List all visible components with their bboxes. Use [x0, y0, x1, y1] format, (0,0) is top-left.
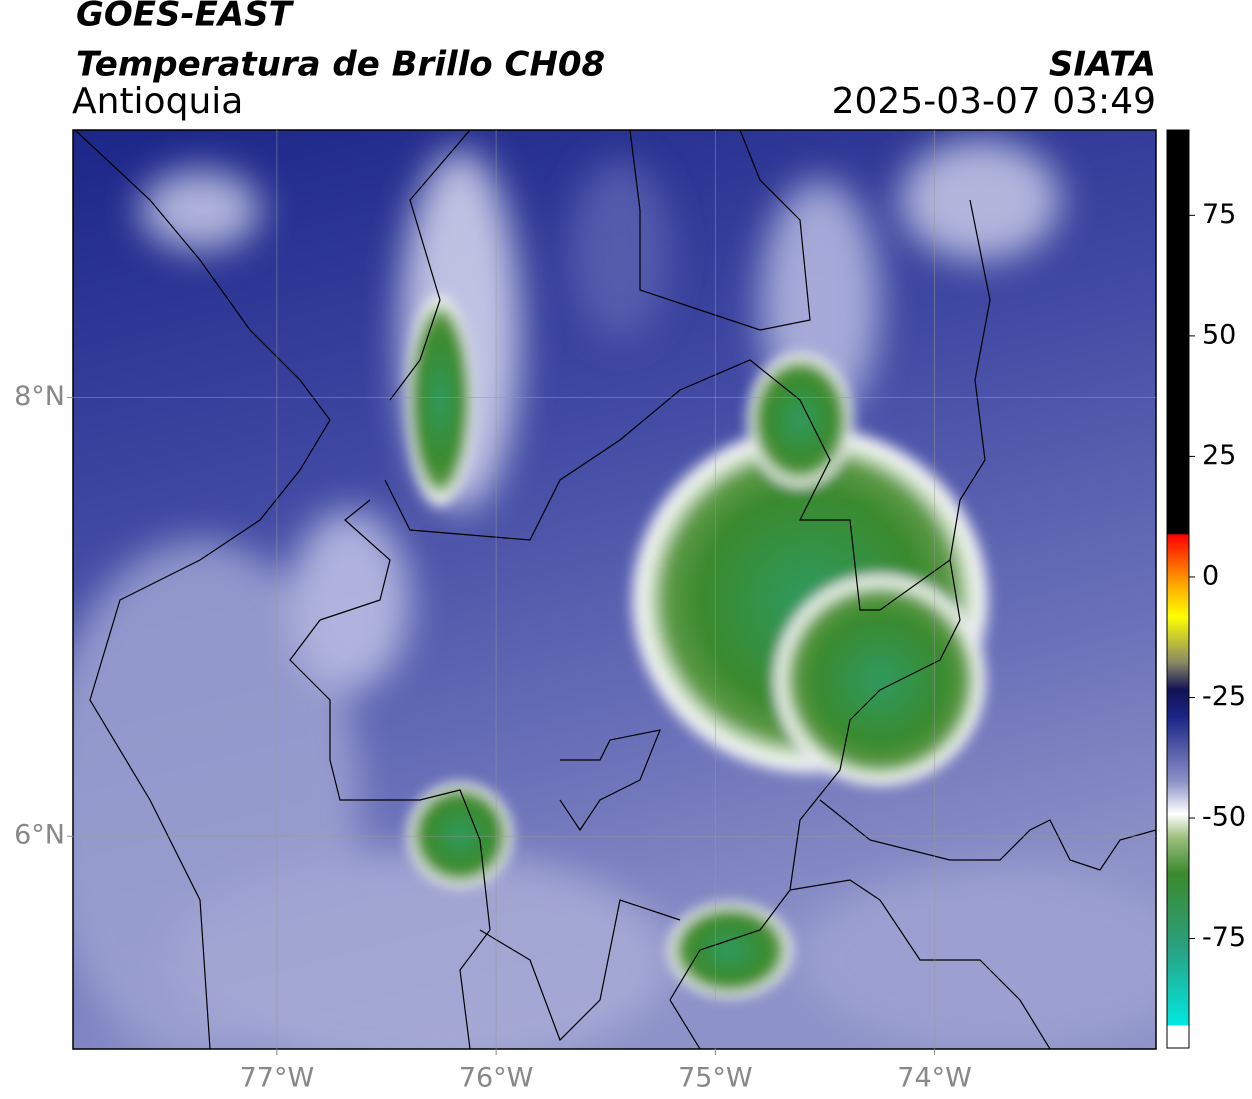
map-image: [73, 130, 1156, 1049]
y-tick-label: 6°N: [14, 820, 65, 851]
title: GOES-EAST: [76, 0, 295, 35]
colorbar-tick-label: 50: [1202, 319, 1236, 350]
source: SIATA: [1049, 45, 1156, 85]
datetime: 2025-03-07 03:49: [832, 81, 1156, 122]
x-tick-label: 74°W: [897, 1063, 972, 1094]
colorbar: [1166, 129, 1190, 1049]
colorbar-tick-label: 75: [1202, 199, 1236, 230]
colorbar-tick-label: -50: [1202, 802, 1246, 833]
x-tick-label: 75°W: [678, 1063, 753, 1094]
x-tick-label: 77°W: [240, 1063, 315, 1094]
region: Antioquia: [72, 81, 243, 122]
x-tick-label: 76°W: [459, 1063, 534, 1094]
colorbar-tick-label: -75: [1202, 922, 1246, 953]
colorbar-tick-label: -25: [1202, 681, 1246, 712]
colorbar-tick-label: 25: [1202, 440, 1236, 471]
subtitle: Temperatura de Brillo CH08: [76, 45, 605, 85]
y-tick-label: 8°N: [14, 381, 65, 412]
map-frame: [72, 129, 1157, 1050]
colorbar-tick-label: 0: [1202, 560, 1219, 591]
